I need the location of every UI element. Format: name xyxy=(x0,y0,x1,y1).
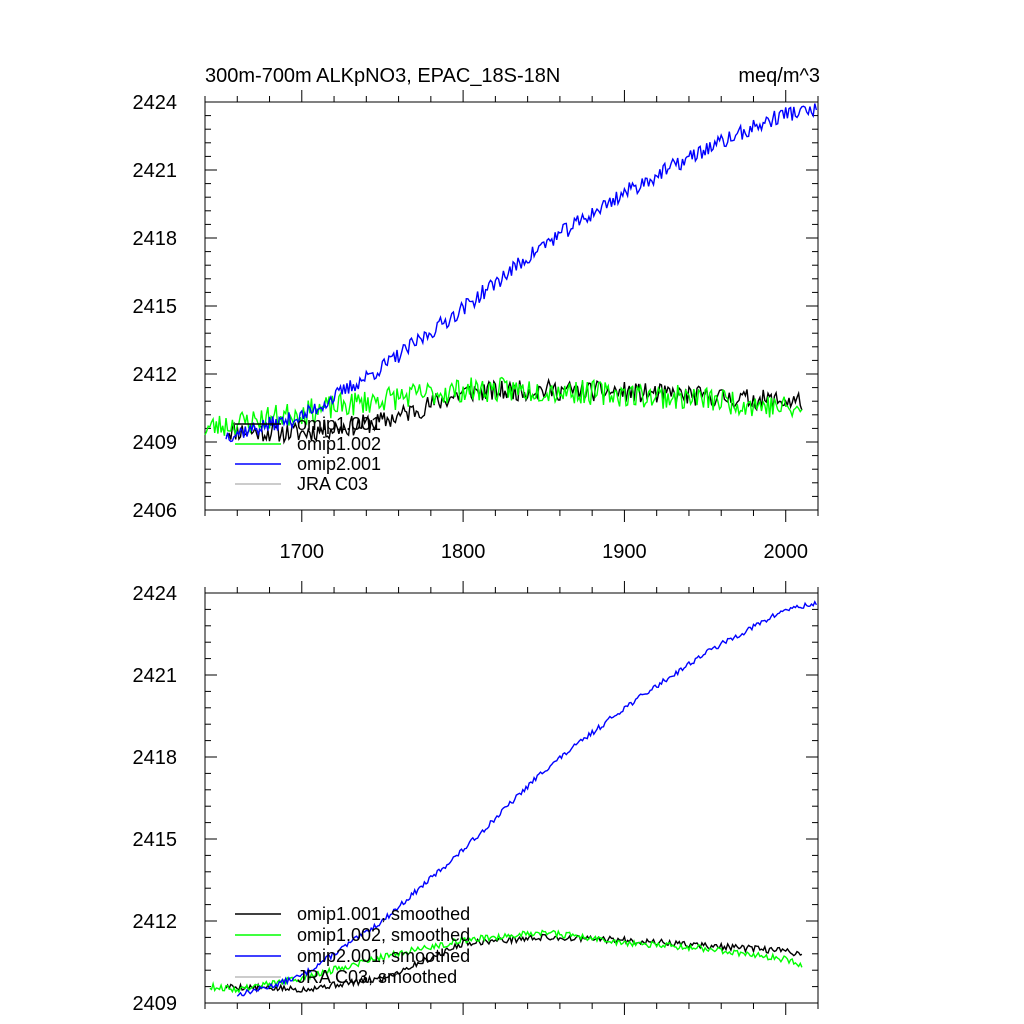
y-tick-label: 2421 xyxy=(133,665,178,687)
x-tick-label: 1900 xyxy=(602,541,647,563)
legend-label: omip1.001 xyxy=(297,414,381,434)
y-tick-label: 2409 xyxy=(133,993,178,1015)
series-line-omip2-001-smoothed xyxy=(236,600,818,997)
y-tick-label: 2415 xyxy=(133,296,178,318)
y-tick-label: 2421 xyxy=(133,160,178,182)
y-tick-label: 2412 xyxy=(133,911,178,933)
bottom-axis-ticks: 2409 2412 2415 2418 2421 2424 xyxy=(133,581,819,1015)
y-tick-label: 2418 xyxy=(133,228,178,250)
legend-label: omip2.001 xyxy=(297,454,381,474)
top-panel-units: meq/m^3 xyxy=(738,65,820,87)
legend-label: omip1.002, smoothed xyxy=(297,925,470,945)
top-panel: 300m-700m ALKpNO3, EPAC_18S-18N meq/m^3 … xyxy=(133,65,821,563)
x-tick-label: 1700 xyxy=(280,541,325,563)
y-tick-label: 2415 xyxy=(133,829,178,851)
y-tick-label: 2424 xyxy=(133,583,178,605)
top-panel-title: 300m-700m ALKpNO3, EPAC_18S-18N xyxy=(205,65,560,87)
bottom-plot-frame xyxy=(204,592,819,1004)
x-tick-label: 1800 xyxy=(441,541,486,563)
legend-label: JRA C03, smoothed xyxy=(297,967,457,987)
series-line-omip1-002-smoothed xyxy=(209,929,803,994)
y-tick-label: 2424 xyxy=(133,92,178,114)
y-tick-label: 2406 xyxy=(133,500,178,522)
legend-label: omip2.001, smoothed xyxy=(297,946,470,966)
top-series-group xyxy=(204,103,818,445)
x-tick-label: 2000 xyxy=(763,541,808,563)
series-line-omip1-001 xyxy=(225,377,803,445)
y-tick-label: 2409 xyxy=(133,432,178,454)
top-axis-ticks: 2406 2409 2412 2415 2418 2421 2424 1700 1800 1900… xyxy=(133,90,819,563)
y-tick-label: 2418 xyxy=(133,747,178,769)
legend-label: omip1.001, smoothed xyxy=(297,904,470,924)
legend-label: JRA C03 xyxy=(297,474,368,494)
bottom-series-group xyxy=(209,600,818,997)
series-line-omip2-001 xyxy=(225,103,818,443)
bottom-panel: 2409 2412 2415 2418 2421 2424 omip1.001, smoo… xyxy=(133,581,819,1015)
y-tick-label: 2412 xyxy=(133,364,178,386)
legend-label: omip1.002 xyxy=(297,434,381,454)
